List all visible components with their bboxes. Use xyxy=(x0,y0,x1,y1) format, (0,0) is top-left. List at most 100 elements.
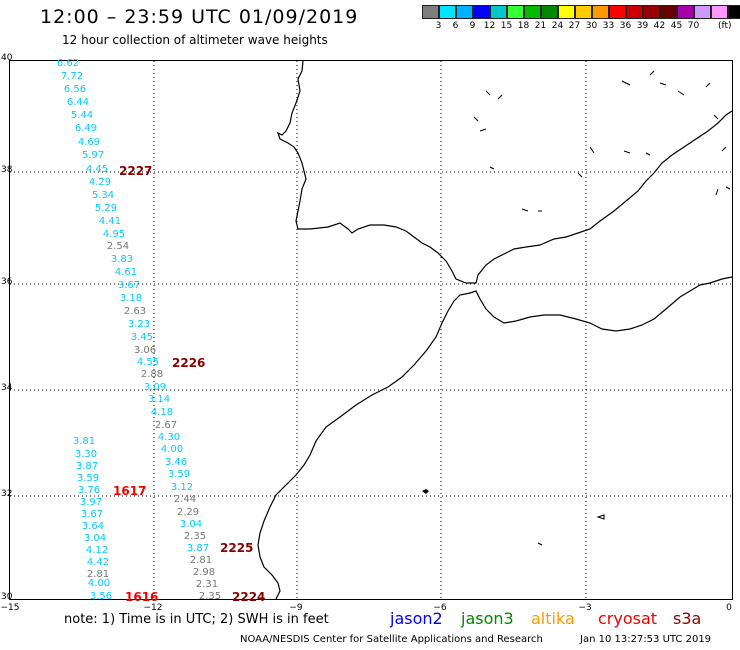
wave-reading: 5.29 xyxy=(94,203,118,214)
satellite-label-s3a: s3a xyxy=(673,609,702,628)
map-canvas xyxy=(10,61,732,599)
satellite-label-cryosat: cryosat xyxy=(598,609,658,628)
wave-reading: 4.41 xyxy=(98,216,122,227)
footer-timestamp: Jan 10 13:27:53 UTC 2019 xyxy=(580,634,712,645)
wave-reading: 6.49 xyxy=(74,123,98,134)
scale-label-0: 3 xyxy=(435,21,442,31)
wave-reading: 3.06 xyxy=(133,345,157,356)
wave-reading: 3.83 xyxy=(110,254,134,265)
wave-reading: 3.04 xyxy=(83,533,107,544)
wave-reading: 4.00 xyxy=(87,578,111,589)
scale-swatch-8 xyxy=(558,5,575,19)
scale-label-3: 12 xyxy=(483,21,496,31)
lon-label-6w: −6 xyxy=(433,603,447,613)
satellite-label-altika: altika xyxy=(531,609,575,628)
wave-reading: 2.35 xyxy=(198,591,222,602)
scale-label-7: 24 xyxy=(551,21,564,31)
wave-reading: 3.56 xyxy=(89,591,113,602)
scale-label-11: 36 xyxy=(619,21,632,31)
color-scale-labels: 3 6 9 12 15 18 21 24 27 30 33 36 39 42 45 70 xyxy=(422,21,702,31)
wave-reading: 7.72 xyxy=(60,71,84,82)
graticule xyxy=(10,61,732,599)
scale-swatch-9 xyxy=(575,5,592,19)
wave-reading: 5.44 xyxy=(70,110,94,121)
wave-reading: 4.12 xyxy=(85,545,109,556)
scale-label-2: 9 xyxy=(469,21,476,31)
scale-swatch-2 xyxy=(456,5,473,19)
scale-label-6: 21 xyxy=(534,21,547,31)
wave-reading: 2.54 xyxy=(106,241,130,252)
wave-reading: 3.64 xyxy=(81,521,105,532)
wave-reading: 4.55 xyxy=(136,357,160,368)
wave-reading: 2.29 xyxy=(176,507,200,518)
scale-swatch-11 xyxy=(609,5,626,19)
wave-reading: 4.42 xyxy=(86,557,110,568)
scale-label-1: 6 xyxy=(452,21,459,31)
satellite-label-jason2: jason2 xyxy=(390,609,443,628)
scale-label-8: 27 xyxy=(568,21,581,31)
wave-reading: 3.87 xyxy=(186,543,210,554)
wave-reading: 6.62 xyxy=(56,58,80,69)
lon-label-3w: −3 xyxy=(578,603,592,613)
scale-swatch-6 xyxy=(524,5,541,19)
wave-reading: 4.30 xyxy=(157,432,181,443)
wave-reading: 2.67 xyxy=(154,420,178,431)
wave-reading: 3.18 xyxy=(119,293,143,304)
scale-swatch-4 xyxy=(490,5,507,19)
lat-label-40: 40 xyxy=(1,53,13,63)
wave-reading: 5.34 xyxy=(91,190,115,201)
wave-reading: 6.44 xyxy=(66,97,90,108)
coastline-iberia xyxy=(276,61,732,284)
wave-reading: 3.81 xyxy=(72,436,96,447)
lat-label-38: 38 xyxy=(1,165,13,175)
wave-reading: 2.63 xyxy=(123,306,147,317)
color-scale-bar xyxy=(422,5,740,19)
wave-reading: 3.67 xyxy=(117,280,141,291)
wave-reading: 2.31 xyxy=(195,579,219,590)
scale-label-14: 45 xyxy=(670,21,683,31)
scale-swatch-12 xyxy=(626,5,643,19)
footer-source: NOAA/NESDIS Center for Satellite Applica… xyxy=(240,634,543,645)
lon-label-15w: −15 xyxy=(0,603,20,613)
scale-label-12: 39 xyxy=(636,21,649,31)
wave-reading: 4.69 xyxy=(77,137,101,148)
scale-swatch-16 xyxy=(694,5,711,19)
scale-swatch-1 xyxy=(439,5,456,19)
wave-reading: 3.97 xyxy=(79,497,103,508)
wave-reading: 4.00 xyxy=(160,444,184,455)
wave-reading: 3.12 xyxy=(170,482,194,493)
satellite-label-jason3: jason3 xyxy=(461,609,514,628)
track-label-2226: 2226 xyxy=(172,356,206,370)
lon-label-9w: −9 xyxy=(289,603,303,613)
wave-reading: 3.67 xyxy=(80,509,104,520)
units-note: note: 1) Time is in UTC; 2) SWH is in fe… xyxy=(64,612,329,627)
track-label-2224: 2224 xyxy=(232,590,266,604)
wave-reading: 5.97 xyxy=(81,150,105,161)
page-title: 12:00 – 23:59 UTC 01/09/2019 xyxy=(40,6,359,28)
scale-label-10: 33 xyxy=(602,21,615,31)
lat-label-34: 34 xyxy=(1,383,13,393)
lat-label-36: 36 xyxy=(1,277,13,287)
wave-reading: 3.87 xyxy=(75,461,99,472)
wave-reading: 3.09 xyxy=(143,382,167,393)
scale-swatch-15 xyxy=(677,5,694,19)
wave-reading: 3.46 xyxy=(164,457,188,468)
page-subtitle: 12 hour collection of altimeter wave hei… xyxy=(62,33,328,47)
wave-reading: 2.88 xyxy=(140,369,164,380)
scale-swatch-13 xyxy=(643,5,660,19)
wave-reading: 4.61 xyxy=(114,267,138,278)
wave-reading: 2.98 xyxy=(192,567,216,578)
scale-swatch-7 xyxy=(541,5,558,19)
wave-reading: 2.81 xyxy=(86,569,110,580)
lon-label-0: 0 xyxy=(726,603,732,613)
island-small-1 xyxy=(422,489,429,494)
scale-label-4: 15 xyxy=(500,21,513,31)
wave-reading: 4.95 xyxy=(102,229,126,240)
river-islands xyxy=(473,70,731,212)
wave-reading: 3.23 xyxy=(127,319,151,330)
scale-swatch-10 xyxy=(592,5,609,19)
scale-swatch-18 xyxy=(728,5,740,19)
scale-swatch-0 xyxy=(422,5,439,19)
wave-reading: 3.76 xyxy=(77,485,101,496)
